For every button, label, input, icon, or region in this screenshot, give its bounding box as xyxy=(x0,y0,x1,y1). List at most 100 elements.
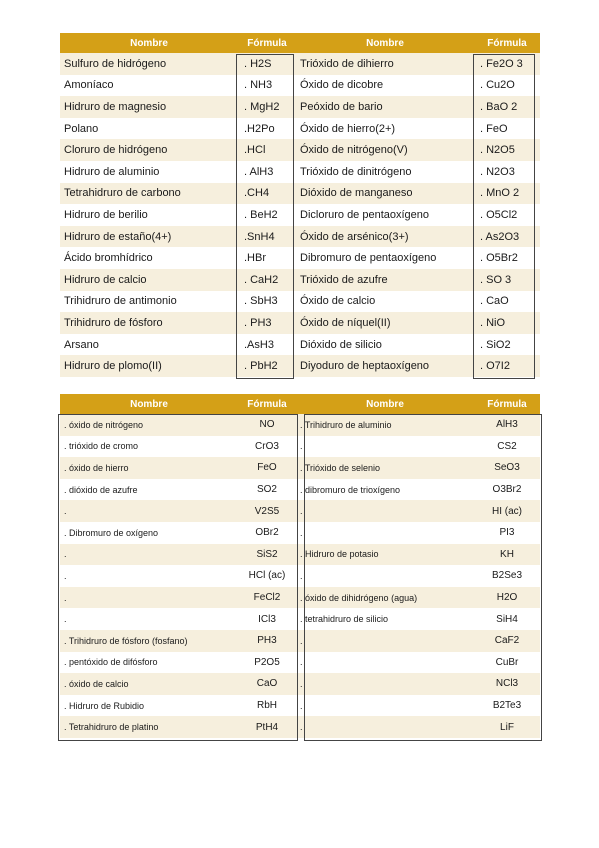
formula-cell: .CH4 xyxy=(244,187,270,200)
formula-cell: .H2Po xyxy=(244,122,275,135)
formula-cell: . PbH2 xyxy=(244,360,278,373)
name-cell: . pentóxido de difósforo xyxy=(64,657,158,668)
name-cell: . xyxy=(64,570,67,581)
formula-cell: KH xyxy=(500,548,514,560)
formula-cell: SeO3 xyxy=(494,462,520,474)
name-cell: Óxido de calcio xyxy=(300,295,376,308)
table-row: Hidruro de aluminio . AlH3 Trióxido de din… xyxy=(60,160,540,183)
formula-cell: PtH4 xyxy=(255,721,279,733)
formula-cell: . BaO 2 xyxy=(480,100,518,113)
table-row: . Tetrahidruro de platino PtH4. LiF xyxy=(60,716,540,738)
name-cell: . óxido de hierro xyxy=(64,462,129,473)
name-cell: . xyxy=(300,657,303,668)
formula-cell: . MgH2 xyxy=(244,100,280,113)
name-cell: . dióxido de azufre xyxy=(64,484,138,495)
name-cell: Cloruro de hidrógeno xyxy=(64,144,168,157)
table-row: . pentóxido de difósforo P2O5. CuBr xyxy=(60,651,540,674)
formula-cell: SO2 xyxy=(256,484,277,496)
formula-cell: . Fe2O 3 xyxy=(480,57,523,70)
name-cell: . Trihidruro de aluminio xyxy=(300,419,392,430)
table-row: . dióxido de azufre SO2 . dibromuro de tri… xyxy=(60,478,540,501)
name-cell: Dibromuro de pentaoxígeno xyxy=(300,252,437,265)
formula-cell: . AlH3 xyxy=(244,165,274,178)
table-row: Hidruro de calcio . CaH2 Trióxido de azufr… xyxy=(60,268,540,291)
name-cell: Dióxido de manganeso xyxy=(300,187,413,200)
table-row: Trihidruro de fósforo . PH3 Óxido de níque… xyxy=(60,312,540,334)
name-cell: . xyxy=(64,614,67,625)
formula-cell: . N2O5 xyxy=(480,144,515,157)
name-cell: Óxido de arsénico(3+) xyxy=(300,230,409,243)
name-cell: Trióxido de dinitrógeno xyxy=(300,165,412,178)
formula-cell: H2O xyxy=(496,592,518,604)
name-cell: . Trióxido de selenio xyxy=(300,462,381,473)
table-row: . Dibromuro de oxígeno OBr2. PI3 xyxy=(60,521,540,544)
header-formula: Fórmula xyxy=(487,398,527,410)
formula-cell: ICl3 xyxy=(258,613,276,625)
name-cell: . xyxy=(64,506,67,517)
table-row: Tetrahidruro de carbono .CH4 Dióxido de ma… xyxy=(60,182,540,205)
name-cell: . tetrahidruro de silicio xyxy=(300,614,389,625)
formula-cell: . As2O3 xyxy=(480,230,520,243)
name-cell: Hidruro de estaño(4+) xyxy=(64,230,172,243)
name-cell: Trihidruro de antimonio xyxy=(64,295,177,308)
formula-cell: . PH3 xyxy=(244,316,272,329)
formula-cell: . NiO xyxy=(480,316,506,329)
formula-cell: . H2S xyxy=(244,57,272,70)
name-cell: Polano xyxy=(64,122,99,135)
table-header: Nombre Fórmula Nombre Fórmula xyxy=(60,394,540,414)
formula-cell: B2Te3 xyxy=(492,700,522,712)
table-row: Hidruro de magnesio . MgH2 Peóxido de bari… xyxy=(60,96,540,118)
header-nombre: Nombre xyxy=(366,398,404,410)
name-cell: Dióxido de silicio xyxy=(300,338,382,351)
name-cell: Hidruro de calcio xyxy=(64,273,147,286)
formula-cell: CaO xyxy=(256,678,278,690)
formula-cell: SiH4 xyxy=(496,613,518,625)
formula-cell: O3Br2 xyxy=(492,484,522,496)
name-cell: . Hidruro de Rubidio xyxy=(64,700,145,711)
formula-cell: NCl3 xyxy=(495,678,519,690)
name-cell: . Trihidruro de fósforo (fosfano) xyxy=(64,635,188,646)
formula-cell: LiF xyxy=(500,721,514,733)
header-nombre: Nombre xyxy=(130,37,168,49)
formula-cell: . O5Br2 xyxy=(480,252,518,265)
name-cell: . trióxido de cromo xyxy=(64,441,139,452)
name-cell: . xyxy=(300,635,303,646)
formula-cell: . SbH3 xyxy=(244,295,278,308)
name-cell: Amoníaco xyxy=(64,79,114,92)
name-cell: Tetrahidruro de carbono xyxy=(64,187,181,200)
name-cell: Hidruro de magnesio xyxy=(64,100,167,113)
name-cell: Diyoduro de heptaoxígeno xyxy=(300,360,430,373)
name-cell: . xyxy=(300,722,303,733)
table-row: Cloruro de hidrógeno .HCl Óxido de nitróge… xyxy=(60,139,540,161)
formula-cell: . O5Cl2 xyxy=(480,208,518,221)
formula-cell: PI3 xyxy=(499,527,515,539)
table-row: Amoníaco . NH3 Óxido de dicobre . Cu2O xyxy=(60,74,540,97)
table-row: Ácido bromhídrico .HBr Dibromuro de pentao… xyxy=(60,247,540,269)
table-row: . HCl (ac). B2Se3 xyxy=(60,565,540,587)
formula-cell: SiS2 xyxy=(256,548,278,560)
formula-cell: PH3 xyxy=(257,635,277,647)
table-row: . óxido de hierro FeO . Trióxido de seleni… xyxy=(60,457,540,479)
name-cell: Trióxido de dihierro xyxy=(300,57,394,70)
formula-cell: CrO3 xyxy=(255,440,279,452)
table-row: . Hidruro de Rubidio RbH. B2Te3 xyxy=(60,694,540,717)
name-cell: Óxido de nitrógeno(V) xyxy=(300,144,408,157)
formula-cell: FeO xyxy=(257,462,277,474)
formula-cell: . BeH2 xyxy=(244,208,278,221)
name-cell: . óxido de nitrógeno xyxy=(64,419,144,430)
name-cell: Hidruro de berilio xyxy=(64,208,148,221)
table-row: . FeCl2 . óxido de dihidrógeno (agua) H2O xyxy=(60,586,540,609)
name-cell: . óxido de calcio xyxy=(64,678,129,689)
formula-cell: FeCl2 xyxy=(253,592,281,604)
name-cell: Trióxido de azufre xyxy=(300,273,388,286)
name-cell: Dicloruro de pentaoxígeno xyxy=(300,208,430,221)
header-formula: Fórmula xyxy=(487,37,527,49)
formula-cell: NO xyxy=(259,419,275,431)
header-nombre: Nombre xyxy=(130,398,168,410)
table-row: . óxido de calcio CaO. NCl3 xyxy=(60,673,540,695)
name-cell: Óxido de níquel(II) xyxy=(300,316,391,329)
name-cell: . xyxy=(64,549,67,560)
name-cell: Óxido de dicobre xyxy=(300,79,384,92)
table-row: . trióxido de cromo CrO3. CS2 xyxy=(60,435,540,458)
name-cell: Hidruro de plomo(II) xyxy=(64,360,162,373)
